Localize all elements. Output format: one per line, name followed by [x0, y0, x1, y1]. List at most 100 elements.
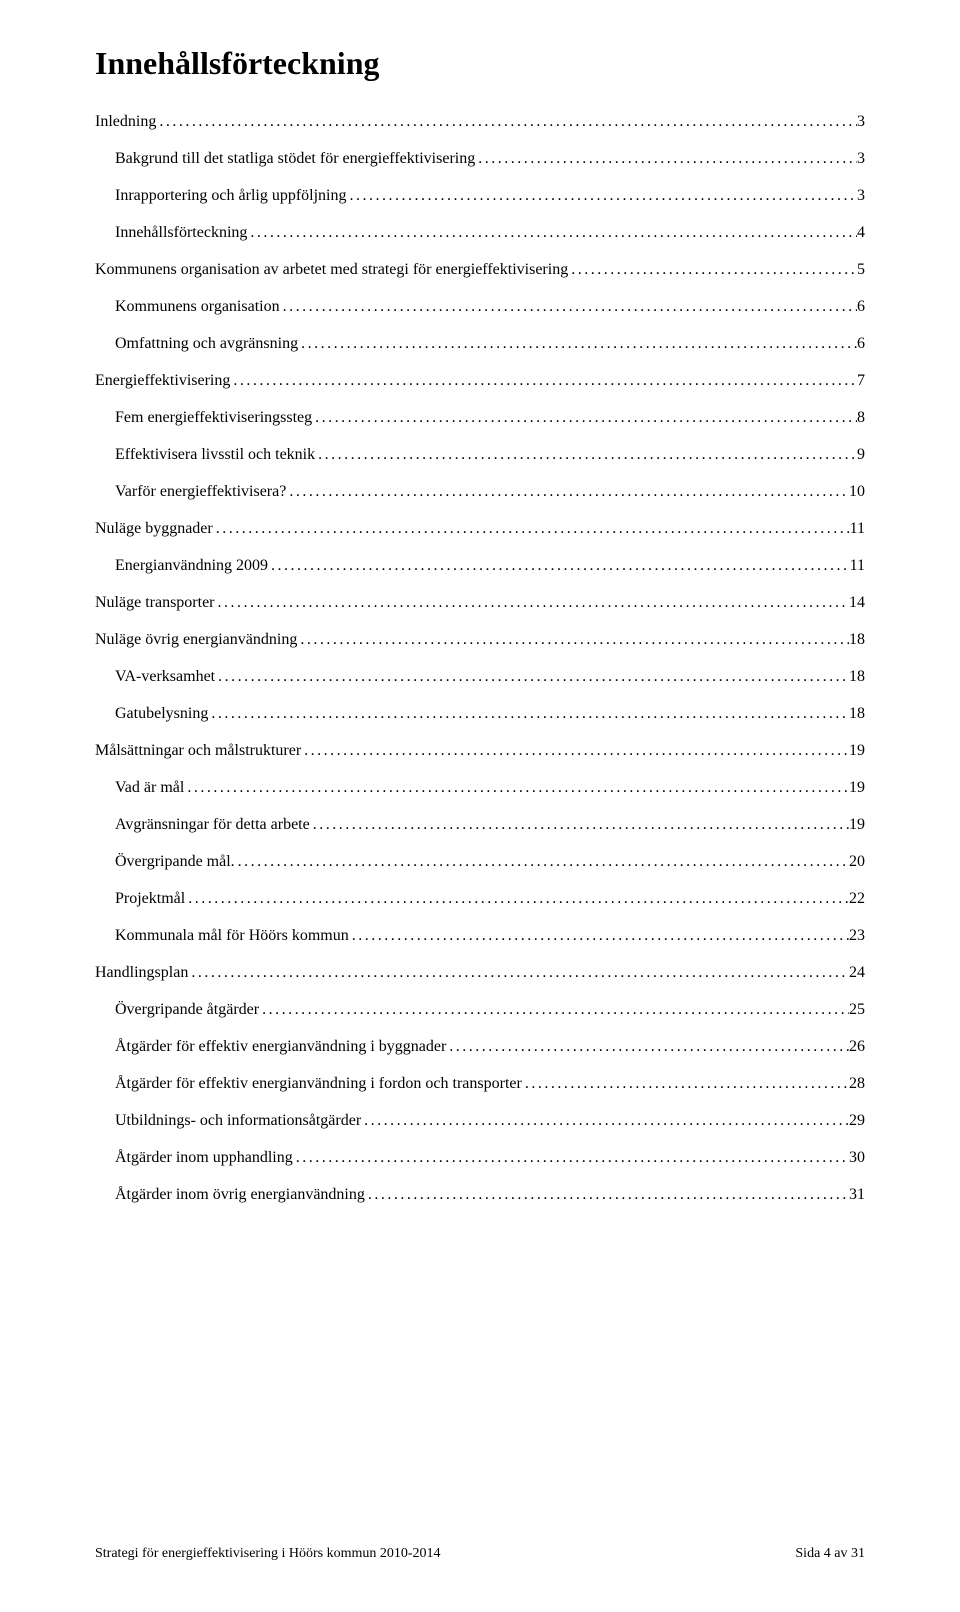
- toc-entry: Fem energieffektiviseringssteg 8: [95, 410, 865, 426]
- toc-entry-page: 26: [849, 1039, 865, 1055]
- toc-entry: Åtgärder inom övrig energianvändning 31: [95, 1187, 865, 1203]
- toc-entry-label: Omfattning och avgränsning: [95, 336, 298, 352]
- toc-leader-dots: [568, 262, 857, 278]
- toc-entry-label: Nuläge transporter: [95, 595, 215, 611]
- toc-entry-label: Åtgärder för effektiv energianvändning i…: [95, 1076, 522, 1092]
- toc-entry-page: 3: [857, 151, 865, 167]
- page-footer: Strategi för energieffektivisering i Höö…: [95, 1546, 865, 1562]
- toc-entry: Åtgärder inom upphandling 30: [95, 1150, 865, 1166]
- toc-entry-page: 9: [857, 447, 865, 463]
- toc-entry-page: 25: [849, 1002, 865, 1018]
- toc-leader-dots: [475, 151, 857, 167]
- toc-entry: Energieffektivisering 7: [95, 373, 865, 389]
- toc-entry-label: Gatubelysning: [95, 706, 208, 722]
- toc-entry-label: Innehållsförteckning: [95, 225, 247, 241]
- toc-entry-page: 6: [857, 299, 865, 315]
- footer-left: Strategi för energieffektivisering i Höö…: [95, 1546, 441, 1562]
- toc-entry: Vad är mål 19: [95, 780, 865, 796]
- toc-entry-label: Kommunens organisation: [95, 299, 280, 315]
- toc-entry: Övergripande åtgärder 25: [95, 1002, 865, 1018]
- toc-leader-dots: [215, 669, 849, 685]
- table-of-contents: Inledning 3 Bakgrund till det statliga st…: [95, 114, 865, 1203]
- toc-leader-dots: [315, 447, 857, 463]
- toc-entry: Energianvändning 2009 11: [95, 558, 865, 574]
- toc-entry-page: 24: [849, 965, 865, 981]
- toc-leader-dots: [347, 188, 858, 204]
- toc-entry: Inrapportering och årlig uppföljning 3: [95, 188, 865, 204]
- toc-entry: Åtgärder för effektiv energianvändning i…: [95, 1039, 865, 1055]
- toc-entry: Effektivisera livsstil och teknik 9: [95, 447, 865, 463]
- toc-entry-page: 19: [849, 780, 865, 796]
- toc-entry: Nuläge transporter 14: [95, 595, 865, 611]
- toc-entry-page: 3: [857, 114, 865, 130]
- toc-entry-label: Fem energieffektiviseringssteg: [95, 410, 312, 426]
- toc-entry-label: Projektmål: [95, 891, 185, 907]
- toc-entry-page: 22: [849, 891, 865, 907]
- toc-entry-page: 18: [849, 706, 865, 722]
- toc-leader-dots: [185, 891, 849, 907]
- toc-entry-label: Kommunens organisation av arbetet med st…: [95, 262, 568, 278]
- toc-entry-label: Åtgärder inom upphandling: [95, 1150, 293, 1166]
- toc-entry-label: VA-verksamhet: [95, 669, 215, 685]
- toc-entry-label: Åtgärder för effektiv energianvändning i…: [95, 1039, 446, 1055]
- toc-entry: Handlingsplan 24: [95, 965, 865, 981]
- toc-entry: Avgränsningar för detta arbete 19: [95, 817, 865, 833]
- toc-leader-dots: [184, 780, 849, 796]
- toc-entry: Målsättningar och målstrukturer 19: [95, 743, 865, 759]
- toc-entry-page: 29: [849, 1113, 865, 1129]
- page-title: Innehållsförteckning: [95, 45, 865, 82]
- toc-leader-dots: [280, 299, 857, 315]
- toc-entry: Nuläge byggnader 11: [95, 521, 865, 537]
- toc-entry-label: Vad är mål: [95, 780, 184, 796]
- toc-entry-page: 11: [850, 558, 865, 574]
- toc-leader-dots: [208, 706, 849, 722]
- toc-leader-dots: [213, 521, 850, 537]
- toc-leader-dots: [156, 114, 857, 130]
- toc-entry: Kommunens organisation 6: [95, 299, 865, 315]
- toc-entry: Omfattning och avgränsning 6: [95, 336, 865, 352]
- toc-leader-dots: [259, 1002, 849, 1018]
- toc-leader-dots: [301, 743, 849, 759]
- toc-entry-page: 18: [849, 632, 865, 648]
- toc-entry-page: 28: [849, 1076, 865, 1092]
- toc-entry: Inledning 3: [95, 114, 865, 130]
- toc-entry-label: Effektivisera livsstil och teknik: [95, 447, 315, 463]
- toc-entry-label: Bakgrund till det statliga stödet för en…: [95, 151, 475, 167]
- toc-entry-label: Nuläge övrig energianvändning: [95, 632, 297, 648]
- toc-entry-page: 20: [849, 854, 865, 870]
- toc-leader-dots: [297, 632, 849, 648]
- toc-entry-label: Inrapportering och årlig uppföljning: [95, 188, 347, 204]
- toc-leader-dots: [230, 373, 857, 389]
- toc-entry-label: Energianvändning 2009: [95, 558, 268, 574]
- toc-leader-dots: [446, 1039, 849, 1055]
- toc-entry-page: 23: [849, 928, 865, 944]
- toc-entry-label: Kommunala mål för Höörs kommun: [95, 928, 349, 944]
- toc-entry-label: Varför energieffektivisera?: [95, 484, 286, 500]
- toc-entry-page: 5: [857, 262, 865, 278]
- toc-entry: Varför energieffektivisera? 10: [95, 484, 865, 500]
- toc-leader-dots: [365, 1187, 849, 1203]
- toc-leader-dots: [361, 1113, 849, 1129]
- toc-entry-label: Handlingsplan: [95, 965, 188, 981]
- toc-entry: VA-verksamhet 18: [95, 669, 865, 685]
- toc-entry-label: Inledning: [95, 114, 156, 130]
- toc-entry-page: 19: [849, 743, 865, 759]
- toc-entry: Övergripande mål. 20: [95, 854, 865, 870]
- toc-entry-page: 6: [857, 336, 865, 352]
- toc-entry: Kommunala mål för Höörs kommun 23: [95, 928, 865, 944]
- toc-leader-dots: [298, 336, 857, 352]
- toc-entry: Bakgrund till det statliga stödet för en…: [95, 151, 865, 167]
- toc-entry: Projektmål 22: [95, 891, 865, 907]
- toc-entry-label: Energieffektivisering: [95, 373, 230, 389]
- toc-entry-page: 14: [849, 595, 865, 611]
- toc-entry: Kommunens organisation av arbetet med st…: [95, 262, 865, 278]
- toc-entry-label: Övergripande åtgärder: [95, 1002, 259, 1018]
- toc-leader-dots: [293, 1150, 849, 1166]
- footer-right: Sida 4 av 31: [795, 1546, 865, 1562]
- toc-leader-dots: [310, 817, 849, 833]
- toc-leader-dots: [522, 1076, 849, 1092]
- toc-leader-dots: [235, 854, 849, 870]
- toc-entry-page: 11: [850, 521, 865, 537]
- toc-entry-label: Målsättningar och målstrukturer: [95, 743, 301, 759]
- toc-entry-page: 7: [857, 373, 865, 389]
